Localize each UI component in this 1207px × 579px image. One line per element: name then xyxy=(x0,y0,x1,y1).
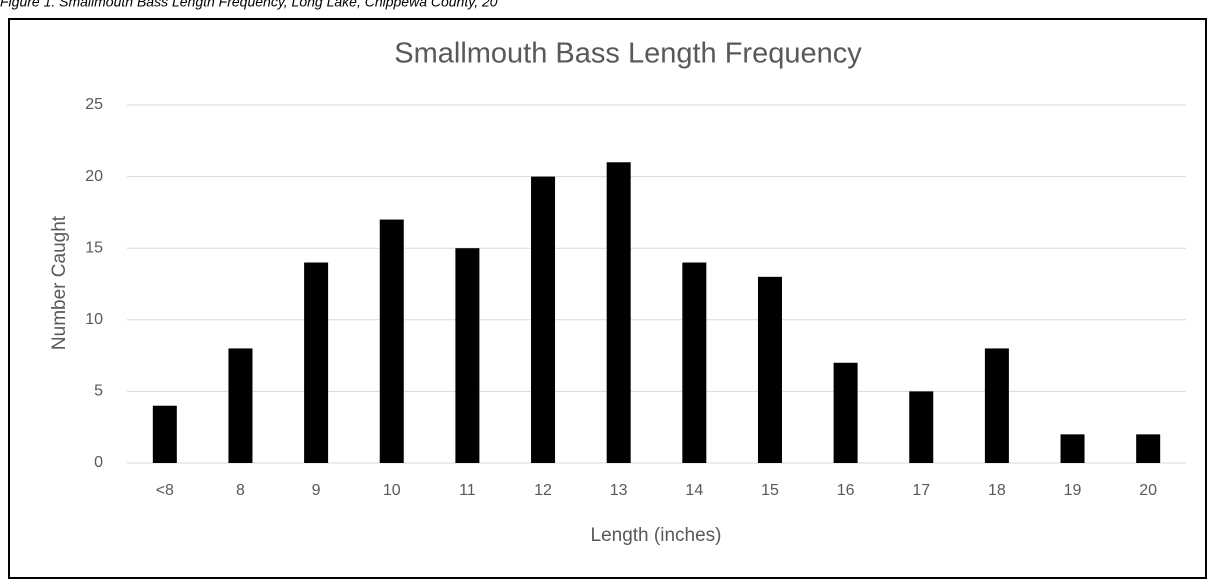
x-tick-label: 12 xyxy=(534,482,552,499)
bar xyxy=(152,405,177,463)
bar xyxy=(379,219,404,463)
y-tick-label: 0 xyxy=(94,454,103,471)
y-tick-label: 20 xyxy=(85,168,103,185)
x-tick-label: <8 xyxy=(156,482,174,499)
y-tick-label: 10 xyxy=(85,311,103,328)
x-tick-label: 16 xyxy=(837,482,855,499)
bar xyxy=(1060,434,1085,463)
y-tick-label: 5 xyxy=(94,383,103,400)
bar xyxy=(682,262,707,463)
x-tick-label: 17 xyxy=(912,482,930,499)
x-tick-label: 19 xyxy=(1064,482,1082,499)
bar xyxy=(304,262,329,463)
x-tick-label: 14 xyxy=(685,482,703,499)
bar xyxy=(833,362,858,463)
bar xyxy=(1136,434,1161,463)
bar xyxy=(757,276,782,463)
x-tick-label: 15 xyxy=(761,482,779,499)
x-tick-label: 8 xyxy=(236,482,245,499)
y-tick-label: 15 xyxy=(85,239,103,256)
x-tick-label: 11 xyxy=(459,482,476,499)
x-tick-label: 13 xyxy=(610,482,628,499)
bar xyxy=(984,348,1009,463)
y-axis-title: Number Caught xyxy=(49,215,70,350)
x-tick-label: 20 xyxy=(1139,482,1157,499)
x-tick-label: 10 xyxy=(383,482,401,499)
y-tick-label: 25 xyxy=(85,96,103,113)
bar xyxy=(455,248,480,463)
chart-title: Smallmouth Bass Length Frequency xyxy=(394,38,862,70)
x-tick-label: 9 xyxy=(312,482,321,499)
bar xyxy=(531,176,556,463)
bar xyxy=(909,391,934,463)
x-tick-label: 18 xyxy=(988,482,1006,499)
x-axis-title: Length (inches) xyxy=(591,525,722,546)
bar xyxy=(606,162,631,463)
bar xyxy=(228,348,253,463)
caption: Figure 1. Smallmouth Bass Length Frequen… xyxy=(0,0,498,10)
